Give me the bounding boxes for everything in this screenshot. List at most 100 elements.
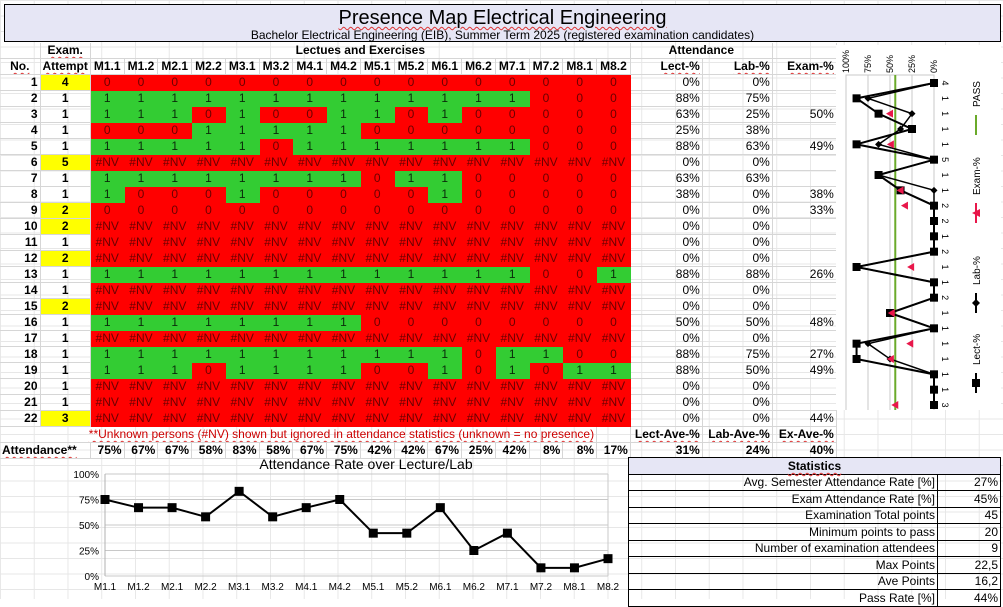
unknown-cell: #NV bbox=[427, 410, 463, 427]
unknown-cell: #NV bbox=[90, 378, 125, 395]
present-cell: 1 bbox=[259, 266, 294, 283]
exam-pct-cell bbox=[772, 298, 837, 315]
lect-data-point bbox=[930, 232, 938, 241]
unknown-cell: #NV bbox=[461, 330, 496, 347]
unknown-cell: #NV bbox=[259, 394, 294, 411]
present-cell: 1 bbox=[326, 122, 361, 139]
lect-data-point bbox=[852, 94, 861, 103]
present-cell: 1 bbox=[124, 90, 159, 107]
attempt-cell: 1 bbox=[40, 394, 91, 411]
absent-cell: 0 bbox=[461, 186, 496, 203]
session-attendance-cell: 42% bbox=[394, 442, 429, 459]
unknown-cell: #NV bbox=[90, 394, 125, 411]
attempt-cell: 5 bbox=[40, 154, 91, 171]
unknown-cell: #NV bbox=[495, 378, 530, 395]
table-row: 7 1 1 1 1 1 1 1 1 1 0 1 1 0 0 0 0 0 63% 63% bbox=[0, 170, 837, 187]
row-number: 1 bbox=[0, 74, 41, 91]
legend-item-exam: Exam-% bbox=[972, 157, 983, 223]
attempt-cell: 1 bbox=[40, 346, 91, 363]
unknown-cell: #NV bbox=[326, 218, 361, 235]
absent-cell: 0 bbox=[157, 74, 193, 91]
absent-cell: 0 bbox=[326, 202, 361, 219]
unknown-cell: #NV bbox=[157, 298, 193, 315]
absent-cell: 0 bbox=[495, 186, 530, 203]
unknown-cell: #NV bbox=[427, 394, 463, 411]
exam-data-point bbox=[906, 339, 914, 348]
statistics-row: Number of examination attendees 9 bbox=[628, 539, 1001, 557]
lect-pct-cell: 63% bbox=[630, 106, 703, 123]
unknown-cell: #NV bbox=[157, 330, 193, 347]
attendance-data-point bbox=[335, 495, 345, 504]
attendance-data-point bbox=[469, 546, 479, 555]
exam-header-text: Exam. bbox=[47, 43, 83, 57]
absent-cell: 0 bbox=[562, 90, 598, 107]
no-header-text: No. bbox=[10, 59, 30, 73]
attendance-data-point bbox=[402, 528, 412, 538]
absent-cell: 0 bbox=[427, 202, 463, 219]
absent-cell: 0 bbox=[157, 202, 193, 219]
unknown-cell: #NV bbox=[529, 378, 564, 395]
absent-cell: 0 bbox=[326, 74, 361, 91]
table-row: 2 1 1 1 1 1 1 1 1 1 1 1 1 1 1 0 0 0 88% 75% bbox=[0, 90, 837, 107]
present-cell: 1 bbox=[292, 170, 328, 187]
absent-cell: 0 bbox=[292, 202, 328, 219]
x-tick-label: 25% bbox=[907, 55, 917, 73]
table-row: 11 1 #NV #NV #NV #NV #NV #NV #NV #NV #NV #NV #NV #NV #… bbox=[0, 234, 837, 251]
category-label: 1 bbox=[940, 356, 950, 361]
category-label: 1 bbox=[940, 111, 950, 116]
x-tick-label: M1.1 bbox=[94, 582, 117, 593]
attendance-data-point bbox=[234, 486, 244, 496]
session-header: M7.1 bbox=[495, 58, 530, 75]
category-label: 3 bbox=[940, 402, 950, 407]
absent-cell: 0 bbox=[495, 314, 530, 331]
session-header: M5.2 bbox=[394, 58, 429, 75]
row-number: 6 bbox=[0, 154, 41, 171]
session-header: M1.2 bbox=[124, 58, 159, 75]
table-row: 4 1 0 0 0 1 1 1 1 1 0 0 0 0 0 0 0 0 25% 38% bbox=[0, 122, 837, 139]
lab-pct-cell: 0% bbox=[702, 282, 773, 299]
absent-cell: 0 bbox=[461, 122, 496, 139]
absent-cell: 0 bbox=[596, 186, 631, 203]
legend-label: Exam-% bbox=[972, 157, 983, 195]
present-cell: 1 bbox=[191, 90, 226, 107]
lect-data-point bbox=[930, 217, 938, 225]
absent-cell: 0 bbox=[529, 202, 564, 219]
statistics-value: 20 bbox=[937, 523, 1001, 541]
unknown-cell: #NV bbox=[191, 282, 226, 299]
row-number: 3 bbox=[0, 106, 41, 123]
category-label: 5 bbox=[940, 157, 950, 162]
unknown-cell: #NV bbox=[461, 250, 496, 267]
lab-pct-cell: 63% bbox=[702, 138, 773, 155]
absent-cell: 0 bbox=[529, 74, 564, 91]
present-cell: 1 bbox=[326, 138, 361, 155]
unknown-cell: #NV bbox=[495, 154, 530, 171]
attempt-cell: 1 bbox=[40, 282, 91, 299]
ex-ave-label: Ex-Ave-% bbox=[772, 426, 837, 443]
lect-data-point bbox=[930, 278, 938, 287]
absent-cell: 0 bbox=[191, 186, 226, 203]
lab-pct-cell: 25% bbox=[702, 106, 773, 123]
exam-pct-cell: 49% bbox=[772, 138, 837, 155]
present-cell: 1 bbox=[157, 362, 193, 379]
exam-data-point bbox=[886, 109, 893, 118]
unknown-cell: #NV bbox=[596, 330, 631, 347]
present-cell: 1 bbox=[394, 170, 429, 187]
present-cell: 1 bbox=[191, 138, 226, 155]
present-cell: 1 bbox=[225, 138, 260, 155]
unknown-cell: #NV bbox=[225, 250, 260, 267]
present-cell: 1 bbox=[427, 138, 463, 155]
absent-cell: 0 bbox=[495, 74, 530, 91]
lect-pct-cell: 88% bbox=[630, 138, 703, 155]
unknown-cell: #NV bbox=[157, 250, 193, 267]
unknown-cell: #NV bbox=[259, 298, 294, 315]
present-cell: 1 bbox=[461, 266, 496, 283]
absent-cell: 0 bbox=[596, 74, 631, 91]
absent-cell: 0 bbox=[529, 266, 564, 283]
unknown-cell: #NV bbox=[529, 234, 564, 251]
statistics-title-text: Statistics bbox=[787, 458, 842, 473]
unknown-cell: #NV bbox=[191, 298, 226, 315]
category-label: 1 bbox=[940, 126, 950, 131]
unknown-cell: #NV bbox=[326, 378, 361, 395]
row-number: 22 bbox=[0, 410, 41, 427]
unknown-cell: #NV bbox=[461, 410, 496, 427]
